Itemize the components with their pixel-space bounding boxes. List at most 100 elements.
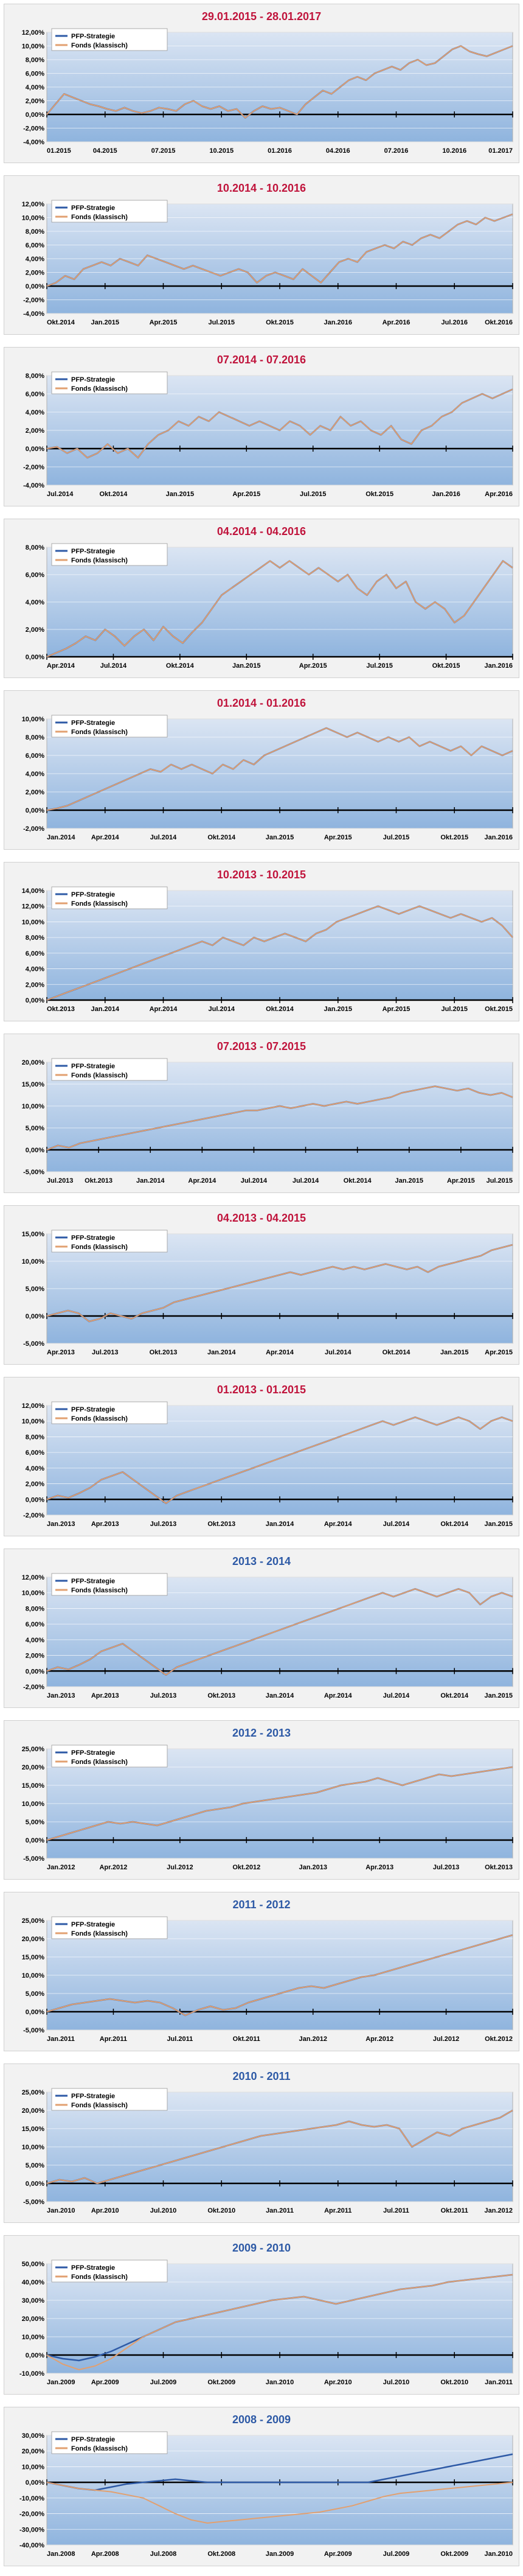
x-tick-label: Apr.2015 xyxy=(232,491,260,498)
y-tick-label: 10,00% xyxy=(22,1258,45,1265)
legend: PFP-Strategie Fonds (klassisch) xyxy=(51,371,168,394)
x-tick-label: Okt.2014 xyxy=(207,834,236,841)
legend-label: Fonds (klassisch) xyxy=(71,557,128,564)
y-tick-label: 12,00% xyxy=(22,29,45,37)
chart-title: 2013 - 2014 xyxy=(232,1555,291,1567)
fund-series-line xyxy=(46,388,513,458)
legend: PFP-Strategie Fonds (klassisch) xyxy=(51,200,168,223)
x-tick-label: Apr.2015 xyxy=(383,1006,410,1013)
x-tick-label: Jan.2012 xyxy=(299,2035,327,2043)
x-tick-label: Okt.2014 xyxy=(99,491,128,498)
x-tick-label: Jul.2008 xyxy=(150,2550,176,2558)
x-tick-label: Apr.2010 xyxy=(91,2207,119,2214)
y-tick-label: 10,00% xyxy=(22,215,45,222)
x-tick-label: Apr.2015 xyxy=(150,319,178,326)
y-tick-label: 50,00% xyxy=(22,2261,45,2268)
x-tick-label: Apr.2015 xyxy=(299,662,327,670)
x-tick-label: Jul.2013 xyxy=(433,1864,459,1871)
x-tick-label: Apr.2014 xyxy=(47,662,75,670)
x-tick-label: Jul.2010 xyxy=(383,2379,409,2386)
x-tick-label: Apr.2016 xyxy=(383,319,410,326)
x-tick-label: Jan.2013 xyxy=(47,1521,75,1528)
legend-label: Fonds (klassisch) xyxy=(71,1244,128,1251)
legend-box xyxy=(51,200,168,223)
chart-title: 07.2014 - 07.2016 xyxy=(216,354,307,366)
x-tick-label: Apr.2012 xyxy=(365,2035,393,2043)
x-tick-label: 10.2016 xyxy=(442,147,466,155)
y-tick-label: 4,00% xyxy=(26,1637,44,1644)
chart-title: 04.2013 - 04.2015 xyxy=(216,1212,307,1224)
chart-title: 10.2013 - 10.2015 xyxy=(216,869,307,881)
x-tick-label: Jan.2016 xyxy=(485,662,513,670)
x-tick-label: Okt.2016 xyxy=(485,319,513,326)
x-tick-label: Okt.2011 xyxy=(441,2207,468,2214)
chart-panel: 07.2013 - 07.2015 -5,00% 0,00% 5,00% 10,00% 1… xyxy=(4,1034,519,1193)
x-tick-label: Okt.2010 xyxy=(440,2379,468,2386)
x-tick-label: 07.2016 xyxy=(384,147,409,155)
x-tick-label: Okt.2014 xyxy=(266,1006,294,1013)
x-tick-label: 01.2017 xyxy=(488,147,513,155)
legend-box xyxy=(51,1230,168,1253)
legend-label: PFP-Strategie xyxy=(71,2264,115,2272)
x-tick-label: Jan.2011 xyxy=(47,2035,75,2043)
y-tick-label: 10,00% xyxy=(22,716,45,723)
legend: PFP-Strategie Fonds (klassisch) xyxy=(51,1745,168,1768)
y-tick-label: 0,00% xyxy=(26,654,44,661)
x-tick-label: Jan.2009 xyxy=(266,2550,294,2558)
chart-title: 07.2013 - 07.2015 xyxy=(216,1040,307,1052)
legend-box xyxy=(51,1401,168,1424)
chart-panel: 07.2014 - 07.2016 -4,00% -2,00% 0,00% 2,00% 4… xyxy=(4,347,519,506)
chart-title: 2009 - 2010 xyxy=(232,2242,291,2254)
y-tick-label: 12,00% xyxy=(22,201,45,208)
legend-label: PFP-Strategie xyxy=(71,719,115,727)
x-tick-label: Apr.2014 xyxy=(91,834,120,841)
chart-panel: 2011 - 2012 -5,00% 0,00% 5,00% 10,00% 15,00% 2… xyxy=(4,1892,519,2051)
y-tick-label: 2,00% xyxy=(26,1653,44,1660)
legend-box xyxy=(51,1573,168,1596)
x-tick-label: Jan.2014 xyxy=(266,1521,294,1528)
y-tick-label: 6,00% xyxy=(26,71,44,78)
y-tick-label: -4,00% xyxy=(23,139,44,146)
chart-panel: 2012 - 2013 -5,00% 0,00% 5,00% 10,00% 15,00% 2… xyxy=(4,1720,519,1880)
x-tick-label: Jan.2010 xyxy=(266,2379,294,2386)
line-chart: -4,00% -2,00% 0,00% 2,00% 4,00% 6,00% 8,00% 10,… xyxy=(22,200,513,326)
x-tick-label: Apr.2014 xyxy=(150,1006,178,1013)
y-tick-label: 4,00% xyxy=(26,771,44,778)
legend-label: PFP-Strategie xyxy=(71,1406,115,1413)
y-tick-label: 4,00% xyxy=(26,256,44,263)
chart-panel: 2013 - 2014 -2,00% 0,00% 2,00% 4,00% 6,00% 8,0… xyxy=(4,1549,519,1708)
x-tick-label: Okt.2013 xyxy=(207,1692,235,1699)
x-tick-label: Okt.2014 xyxy=(383,1349,411,1356)
legend-label: Fonds (klassisch) xyxy=(71,1759,128,1766)
y-tick-label: 2,00% xyxy=(26,98,44,105)
y-tick-label: 10,00% xyxy=(22,2144,45,2151)
x-tick-label: Okt.2012 xyxy=(485,2035,513,2043)
y-tick-label: 10,00% xyxy=(22,43,45,51)
y-tick-label: 14,00% xyxy=(22,887,45,895)
line-chart: 0,00% 2,00% 4,00% 6,00% 8,00% 10,00% 12,00% 14,… xyxy=(22,886,513,1013)
legend-label: Fonds (klassisch) xyxy=(71,42,128,49)
chart-panel: 04.2013 - 04.2015 -5,00% 0,00% 5,00% 10,00% 1… xyxy=(4,1205,519,1365)
x-tick-label: Jan.2013 xyxy=(299,1864,327,1871)
fund-series-line xyxy=(46,1766,513,1841)
x-tick-label: Jul.2014 xyxy=(293,1177,319,1185)
chart-panel: 10.2013 - 10.2015 0,00% 2,00% 4,00% 6,00% 8,0… xyxy=(4,862,519,1021)
x-tick-label: Jan.2015 xyxy=(232,662,260,670)
y-tick-label: -2,00% xyxy=(23,125,44,133)
y-tick-label: 15,00% xyxy=(22,1081,45,1088)
x-tick-label: Jul.2015 xyxy=(366,662,392,670)
y-tick-label: 10,00% xyxy=(22,2463,45,2471)
y-tick-label: 20,00% xyxy=(22,1059,45,1066)
y-tick-label: 0,00% xyxy=(26,111,44,119)
chart-title: 29.01.2015 - 28.01.2017 xyxy=(201,10,322,23)
x-tick-label: Okt.2010 xyxy=(207,2207,235,2214)
x-tick-label: Apr.2009 xyxy=(324,2550,352,2558)
x-tick-label: Jan.2014 xyxy=(136,1177,165,1185)
x-tick-label: Jan.2012 xyxy=(485,2207,513,2214)
x-tick-label: Jan.2012 xyxy=(47,1864,75,1871)
legend-label: PFP-Strategie xyxy=(71,1921,115,1928)
y-tick-label: -5,00% xyxy=(23,2027,44,2034)
y-tick-label: -5,00% xyxy=(23,1169,44,1176)
legend-label: Fonds (klassisch) xyxy=(71,900,128,908)
y-tick-label: -2,00% xyxy=(23,1512,44,1519)
